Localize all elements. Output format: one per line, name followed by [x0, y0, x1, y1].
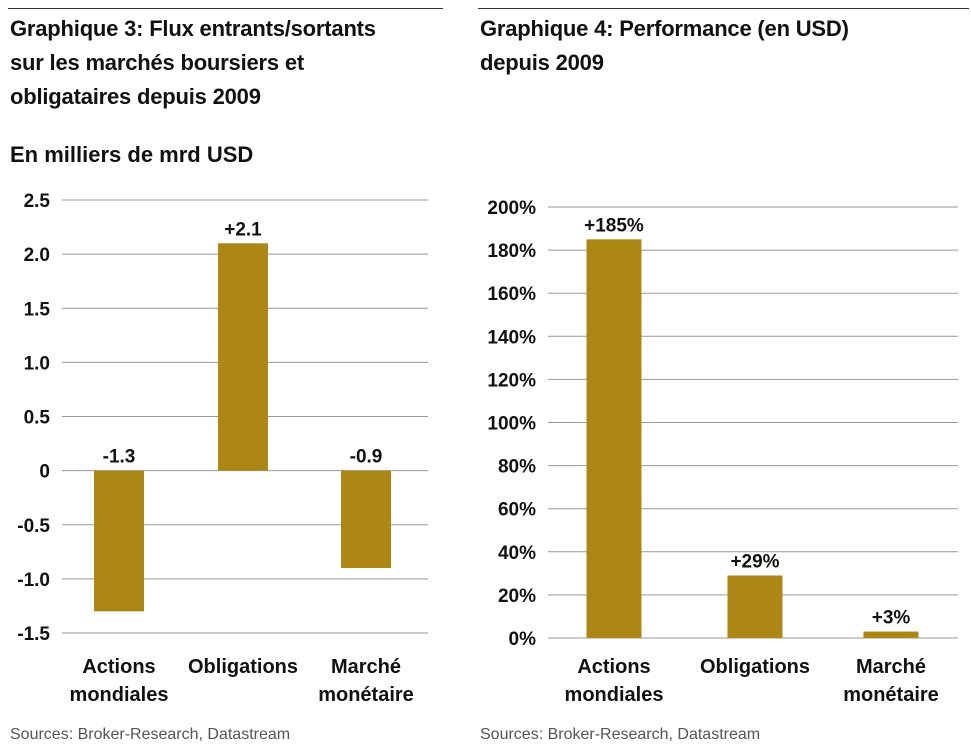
chart-title-line: obligataires depuis 2009: [10, 84, 261, 109]
x-tick-label: Obligations: [188, 656, 298, 678]
y-tick-label: -0.5: [17, 516, 50, 537]
data-label: +185%: [584, 215, 644, 236]
y-tick-label: 1.5: [24, 299, 51, 320]
x-tick-label: Actions: [82, 656, 155, 678]
y-tick-label: 0.5: [24, 408, 51, 429]
chart-panel-flows: Graphique 3: Flux entrants/sortants sur …: [0, 0, 445, 753]
y-tick-label: 100%: [487, 414, 536, 435]
y-tick-label: 180%: [487, 241, 536, 262]
bar: [586, 239, 642, 638]
x-tick-label: monétaire: [318, 684, 414, 706]
chart-title-line: Graphique 3: Flux entrants/sortants: [10, 16, 376, 41]
x-tick-label: monétaire: [843, 684, 939, 706]
x-tick-label: mondiales: [70, 684, 169, 706]
y-tick-label: -1.5: [17, 624, 50, 645]
y-tick-label: 1.0: [24, 353, 50, 374]
top-rule: [478, 8, 969, 9]
x-tick-label: Marché: [331, 656, 401, 678]
data-label: -1.3: [103, 447, 136, 468]
source-note: Sources: Broker-Research, Datastream: [480, 726, 761, 743]
x-tick-label: Actions: [577, 656, 650, 678]
y-tick-label: 200%: [487, 198, 536, 219]
x-tick-label: mondiales: [565, 684, 664, 706]
bar: [341, 470, 391, 569]
chart-panel-performance: Graphique 4: Performance (en USD) depuis…: [470, 0, 971, 753]
y-tick-label: 40%: [498, 543, 536, 564]
source-note: Sources: Broker-Research, Datastream: [10, 726, 291, 743]
y-tick-label: 2.5: [24, 191, 51, 212]
y-tick-label: 160%: [487, 284, 536, 305]
data-label: +29%: [730, 552, 779, 573]
y-tick-label: 60%: [498, 500, 536, 521]
y-tick-label: -1.0: [17, 570, 50, 591]
chart-title: Graphique 4: Performance (en USD) depuis…: [480, 12, 849, 80]
chart-subtitle: En milliers de mrd USD: [10, 142, 254, 167]
y-tick-label: 0: [39, 462, 50, 483]
chart-title: Graphique 3: Flux entrants/sortants sur …: [10, 12, 376, 114]
y-tick-label: 2.0: [24, 245, 50, 266]
x-tick-label: Marché: [856, 656, 926, 678]
bar-chart-performance: 200% 180% 160% 140% 120% 100% 80% 60% 40% 20% 0% +1…: [487, 198, 958, 706]
bar-chart-flows: 2.5 2.0 1.5 1.0 0.5 0 -0.5 -1.0 -1.5 -1.3 Actions m…: [17, 191, 428, 706]
y-tick-label: 0%: [509, 629, 537, 650]
chart-title-line: sur les marchés boursiers et: [10, 50, 304, 75]
y-tick-label: 80%: [498, 457, 536, 478]
bar: [727, 575, 783, 638]
bar: [94, 470, 144, 612]
data-label: +3%: [872, 608, 911, 629]
x-tick-label: Obligations: [700, 656, 810, 678]
y-tick-label: 20%: [498, 586, 536, 607]
bar: [218, 243, 268, 471]
chart-title-line: depuis 2009: [480, 50, 604, 75]
y-tick-label: 140%: [487, 327, 536, 348]
chart-title-line: Graphique 4: Performance (en USD): [480, 16, 849, 41]
top-rule: [8, 8, 443, 9]
data-label: +2.1: [224, 219, 262, 240]
data-label: -0.9: [350, 447, 383, 468]
bar: [863, 631, 919, 638]
y-tick-label: 120%: [487, 370, 536, 391]
